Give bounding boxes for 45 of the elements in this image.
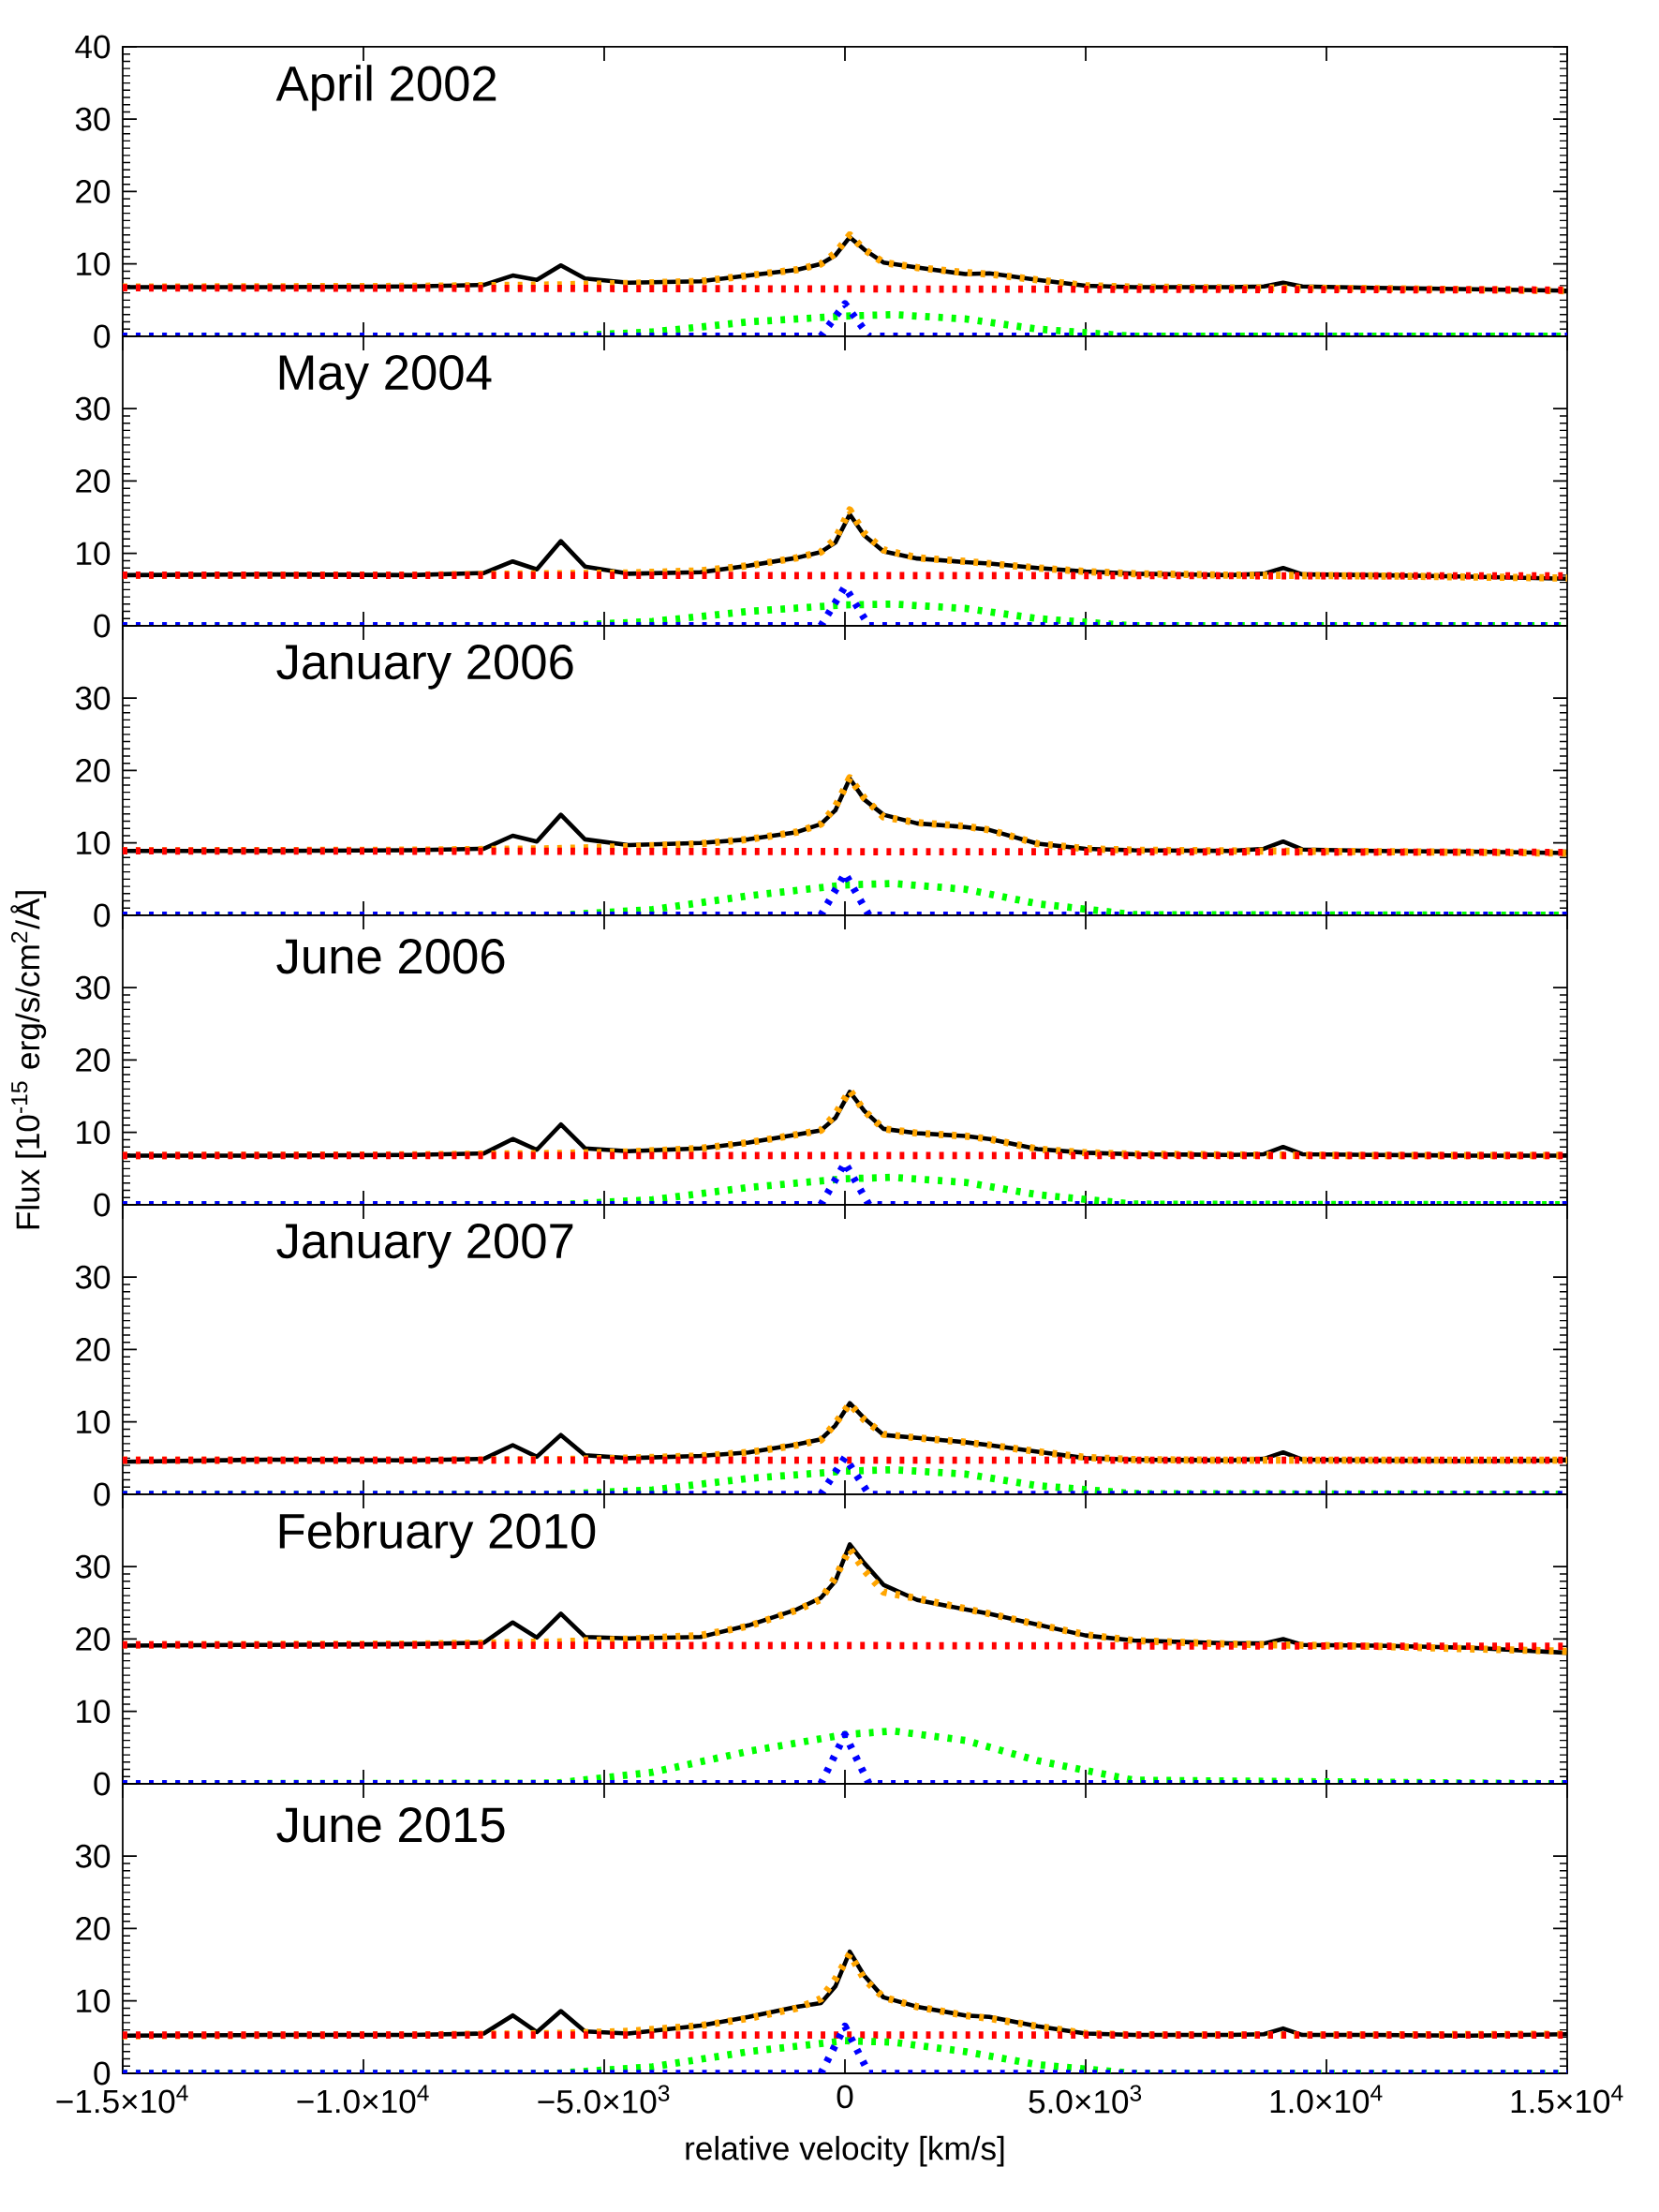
chart-title: June 2006 (276, 939, 505, 974)
y-tick-label: 20 (76, 1627, 111, 1651)
y-tick-label: 10 (77, 831, 111, 855)
chart-title: May 2004 (279, 354, 492, 400)
y-tick-label: 10 (77, 1700, 111, 1724)
y-tick-label: 0 (94, 2061, 111, 2086)
x-tick-label: 1.5×10$^{4}$ (1511, 2085, 1623, 2114)
chart-title: April 2002 (275, 65, 496, 111)
y-tick-label: 30 (75, 1265, 111, 1289)
y-tick-label: 20 (76, 1048, 111, 1072)
x-tick-label: 0 (837, 2085, 853, 2109)
y-tick-label: 0 (94, 903, 111, 928)
x-tick-label: −1.5×10$^{4}$ (56, 2085, 188, 2114)
y-axis-title: Flux [10$^{-15}$ erg/s/cm$^{2}$/Å] (10, 891, 47, 1229)
y-tick-label: 0 (94, 1193, 111, 1217)
chart-title: February 2010 (279, 1512, 596, 1559)
chart-title: June 2015 (276, 1807, 505, 1843)
x-tick-label: 5.0×10$^{3}$ (1029, 2085, 1142, 2114)
y-tick-label: 10 (77, 1989, 111, 2013)
y-tick-label: 30 (75, 396, 111, 421)
y-tick-label: 10 (77, 542, 111, 566)
y-tick-label: 10 (77, 1121, 111, 1145)
chart-title: January 2006 (276, 644, 573, 690)
y-tick-label: 20 (76, 759, 111, 782)
y-tick-label: 40 (75, 35, 111, 59)
y-tick-label: 30 (75, 1844, 111, 1868)
y-tick-label: 0 (94, 1482, 111, 1507)
y-tick-label: 10 (77, 252, 111, 276)
x-axis-title: relative velocity [km/s] (686, 2135, 1004, 2167)
y-tick-label: 20 (76, 180, 111, 203)
y-tick-label: 30 (75, 107, 111, 131)
y-tick-label: 30 (75, 686, 111, 710)
y-tick-label: 0 (94, 324, 111, 349)
x-tick-label: −5.0×10$^{3}$ (538, 2085, 670, 2114)
x-tick-label: −1.0×10$^{4}$ (297, 2085, 429, 2114)
chart-title: January 2007 (276, 1223, 573, 1269)
y-tick-label: 10 (77, 1410, 111, 1434)
y-tick-label: 20 (76, 1338, 111, 1361)
y-tick-label: 30 (75, 975, 111, 1000)
y-tick-label: 0 (94, 1772, 111, 1796)
y-tick-label: 20 (76, 1917, 111, 1940)
y-tick-label: 0 (94, 614, 111, 638)
y-tick-label: 20 (76, 469, 111, 493)
y-tick-label: 30 (75, 1554, 111, 1579)
x-tick-label: 1.0×10$^{4}$ (1270, 2085, 1383, 2114)
